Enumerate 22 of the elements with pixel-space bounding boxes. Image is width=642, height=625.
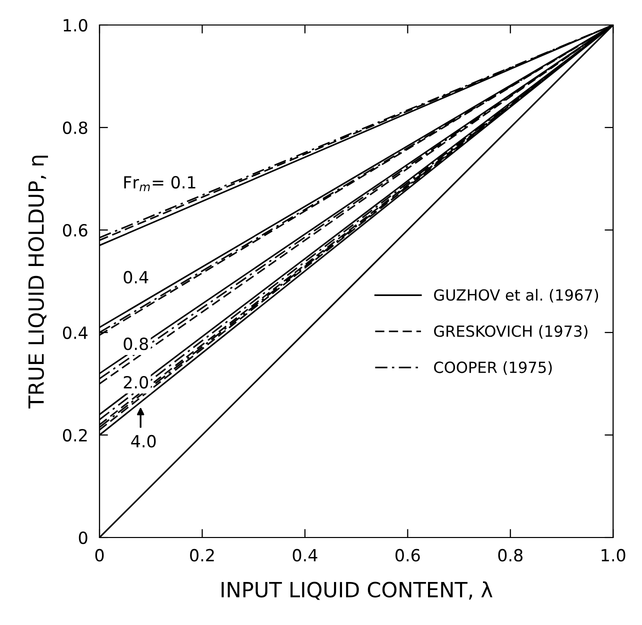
annotation: 4.0: [131, 434, 156, 448]
annotation: Fr$_{m}$= 0.1: [124, 176, 196, 192]
annotation: 0.4: [124, 270, 148, 284]
x-tick-label: 0.8: [498, 548, 523, 562]
legend-label: COOPER (1975): [434, 361, 552, 375]
x-tick-label: 0.4: [292, 548, 318, 562]
legend-label: GRESKOVICH (1973): [434, 325, 588, 339]
annotation: 2.0: [124, 376, 148, 389]
y-axis-title: TRUE LIQUID HOLDUP, η: [28, 156, 48, 409]
annotation: 0.8: [124, 338, 148, 350]
y-tick-label: 0: [78, 531, 88, 544]
x-axis-title: INPUT LIQUID CONTENT, λ: [222, 581, 492, 600]
legend-label: GUZHOV et al. (1967): [434, 288, 598, 303]
x-tick-label: 0: [95, 548, 104, 562]
x-tick-label: 0.6: [396, 548, 420, 562]
x-tick-label: 1.0: [602, 548, 626, 562]
y-tick-label: 0.2: [62, 428, 87, 442]
y-tick-label: 0.8: [62, 121, 88, 134]
y-tick-label: 0.4: [62, 326, 88, 340]
x-tick-label: 0.2: [190, 548, 214, 562]
y-tick-label: 1.0: [64, 18, 88, 32]
y-tick-label: 0.6: [62, 224, 88, 237]
